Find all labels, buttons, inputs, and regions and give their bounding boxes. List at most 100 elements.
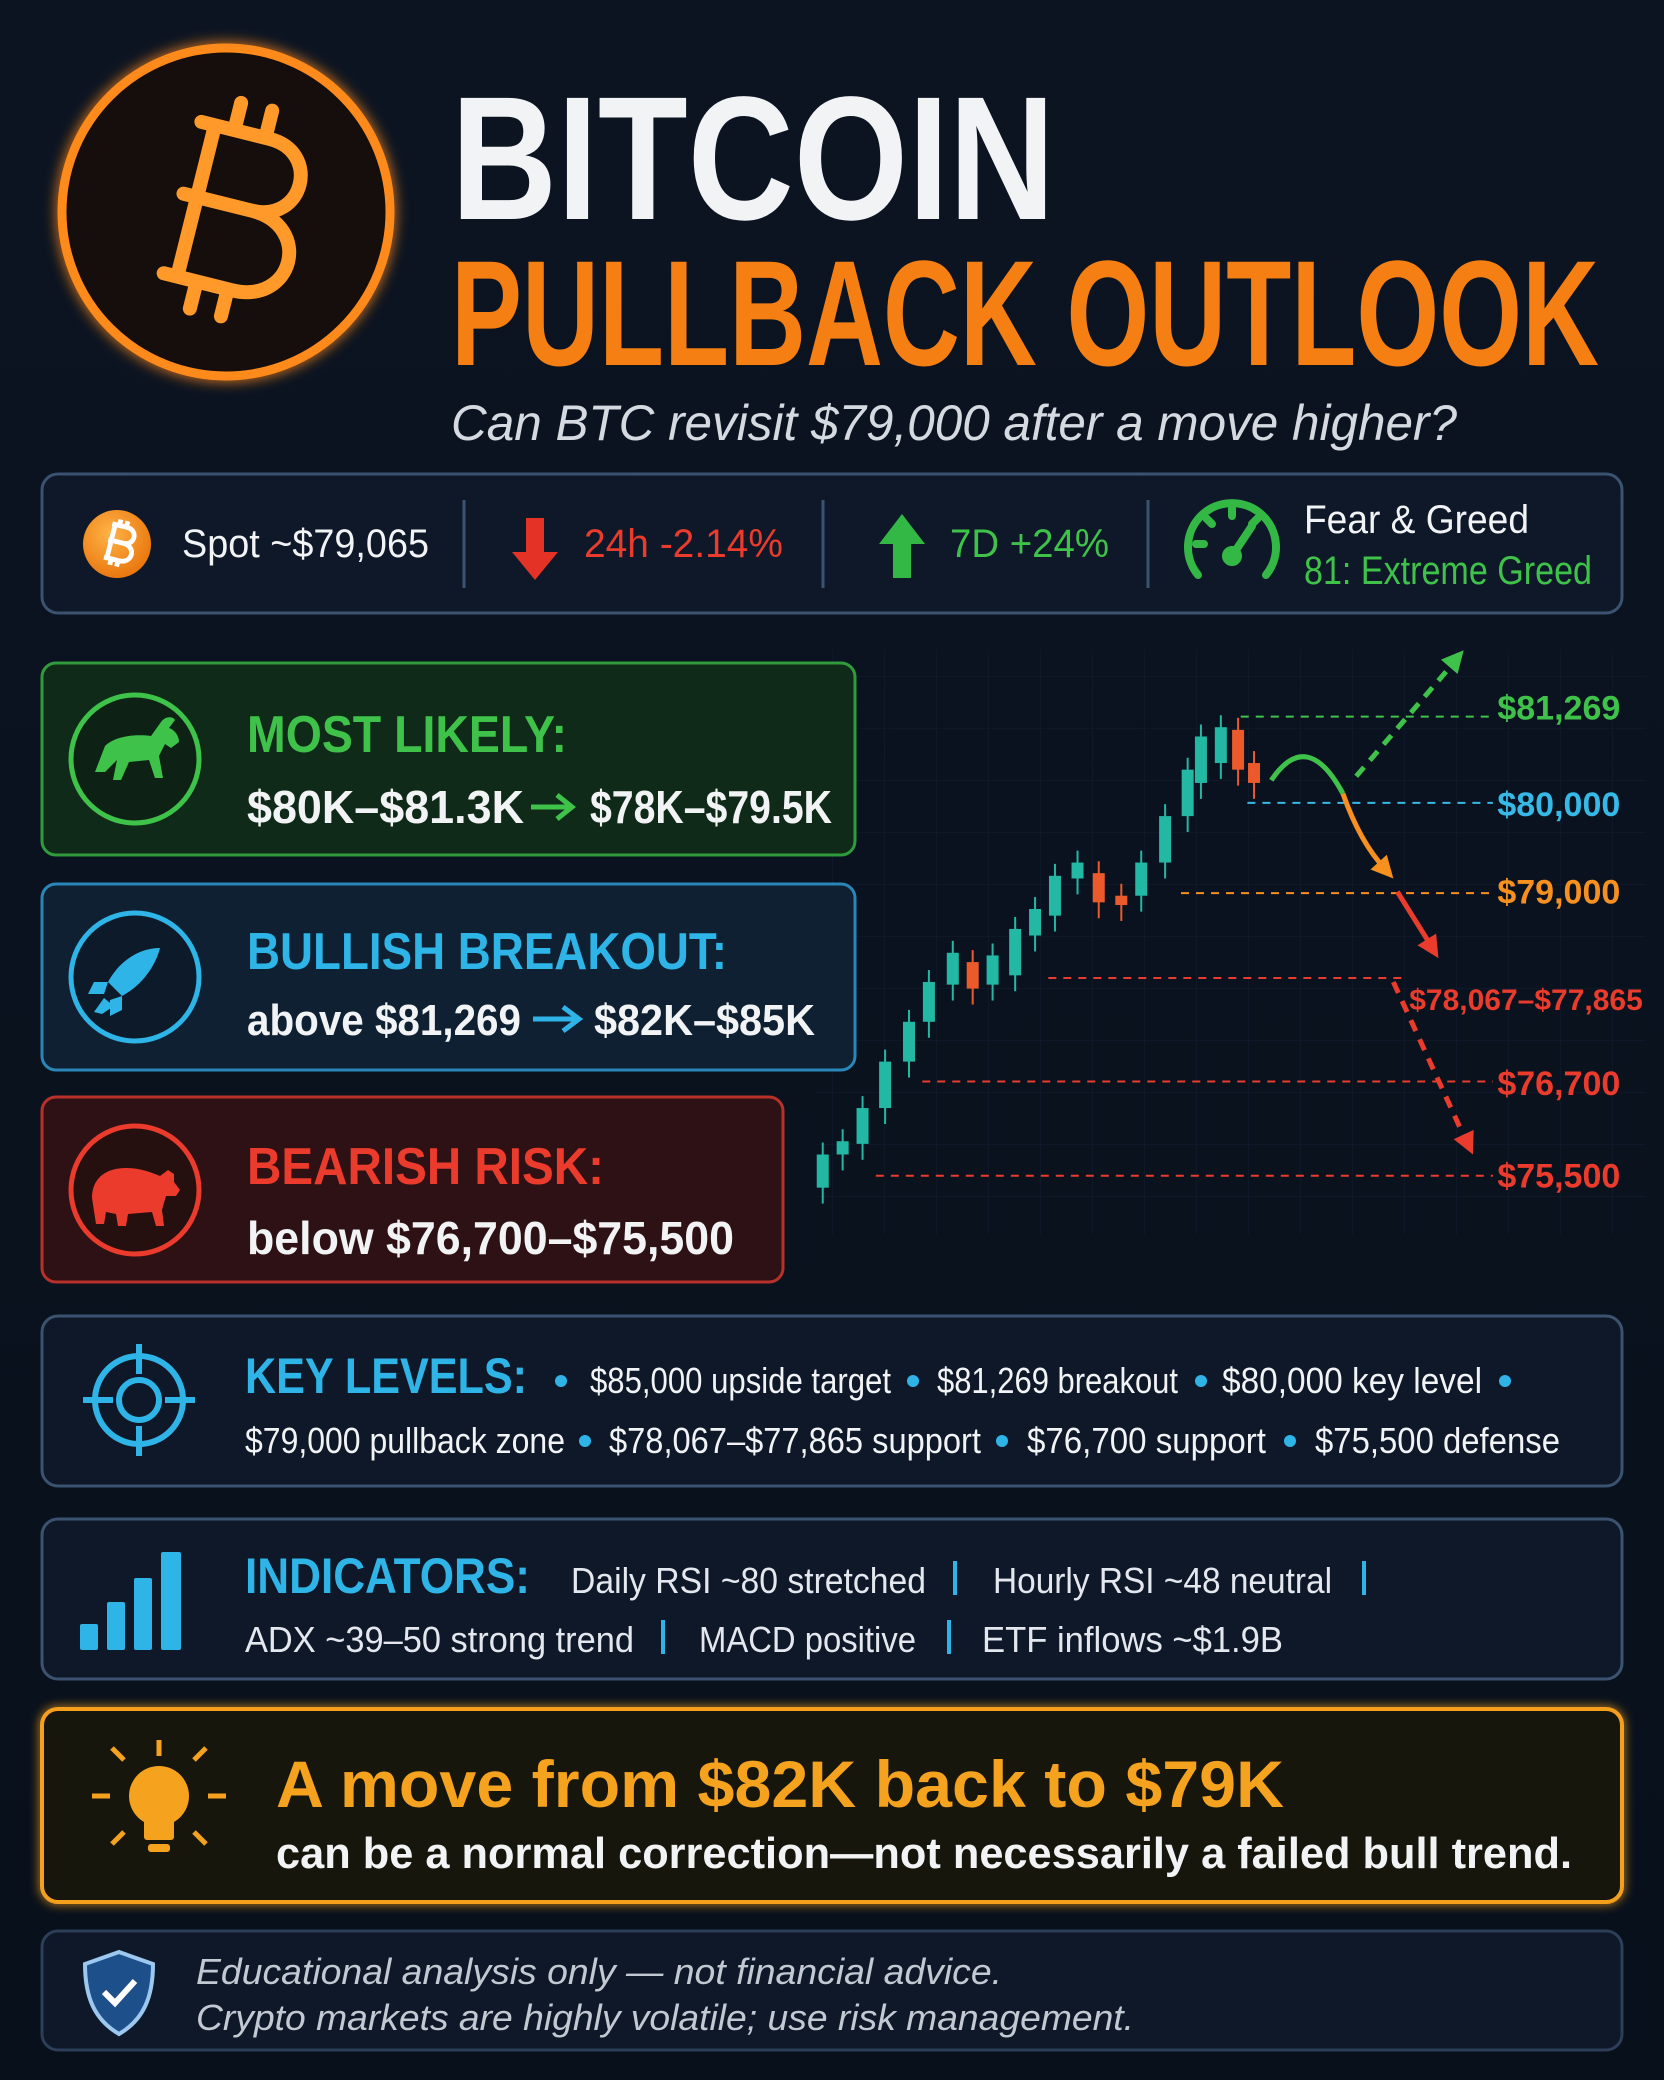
arrow-head [1370,854,1394,879]
indicator: Daily RSI ~80 stretched [571,1560,926,1601]
up-arrow [879,514,925,578]
scenario-path [1354,661,1455,778]
target-icon [83,1344,195,1456]
candle-body [902,1021,915,1062]
title-line-1: BITCOIN [451,61,1055,257]
key-levels-title: KEY LEVELS: [245,1348,527,1404]
shield-icon [82,1949,156,2037]
indicator: Hourly RSI ~48 neutral [993,1560,1332,1601]
candle-body [986,955,999,985]
candle-body [1009,928,1022,976]
rocket-icon [88,948,160,1016]
disclaimer-line: Educational analysis only — not financia… [196,1951,1002,1992]
key-level: $85,000 upside target [590,1360,891,1401]
indicator: MACD positive [699,1619,916,1660]
callout-card [40,1707,1624,1904]
scenario-path [1395,890,1433,947]
scenario-arrow [533,1005,584,1033]
scenario-from: above $81,269 [247,996,521,1045]
arrow-head [1440,650,1464,675]
price-chart: $81,269 $80,000 $79,000 $78,067–$77,865 $76,… [816,650,1643,1204]
arrow-head [1417,933,1439,959]
indicator: ADX ~39–50 strong trend [245,1619,634,1660]
key-level: $80,000 key level [1222,1360,1482,1401]
bitcoin-logo [57,43,395,381]
level-label: $78,067–$77,865 [1409,984,1643,1017]
candle-body [1214,727,1227,764]
scenario-to: $82K–$85K [594,996,815,1045]
candle-body [836,1141,849,1155]
candle-body [856,1108,869,1144]
candle-body [1071,862,1084,879]
key-level: $76,700 support [1027,1420,1266,1461]
bull-icon [95,717,179,780]
bullet [1284,1435,1296,1447]
candle-body [879,1061,892,1109]
bullet [996,1435,1008,1447]
spot-price: Spot ~$79,065 [182,522,429,566]
scenario-card [40,1095,785,1284]
chart-grid [816,650,1646,1234]
bullet [579,1435,591,1447]
down-arrow [512,518,558,580]
arrow-head [1453,1129,1474,1155]
level-label: $75,500 [1497,1158,1620,1196]
candle-body [1248,763,1261,783]
subtitle: Can BTC revisit $79,000 after a move hig… [451,395,1457,451]
scenario-title: MOST LIKELY: [247,706,567,764]
bulb-icon [92,1740,226,1852]
bear-icon [92,1168,180,1226]
level-label: $76,700 [1497,1065,1620,1103]
scenario-path [1391,980,1468,1140]
scenario-to: $78K–$79.5K [590,781,832,833]
disclaimer-line: Crypto markets are highly volatile; use … [196,1997,1134,2038]
bullet [907,1375,919,1387]
bullet [1499,1375,1511,1387]
fear-greed-value: 81: Extreme Greed [1304,549,1592,593]
key-level: $75,500 defense [1315,1420,1560,1461]
indicators-card [40,1517,1624,1681]
indicator: ETF inflows ~$1.9B [982,1619,1283,1660]
scenario-text: below $76,700–$75,500 [247,1212,734,1264]
level-label: $81,269 [1497,689,1620,727]
key-level: $78,067–$77,865 support [609,1420,981,1461]
scenario-title: BEARISH RISK: [247,1138,604,1196]
key-level: $79,000 pullback zone [245,1420,565,1461]
change-7d: 7D +24% [950,522,1109,566]
bars-icon [80,1552,181,1650]
scenario-from: $80K–$81.3K [247,781,524,833]
candle-body [1115,895,1128,906]
candle-body [1181,769,1194,817]
change-24h: 24h -2.14% [584,522,783,566]
scenario-title: BULLISH BREAKOUT: [247,923,727,981]
candle-body [922,981,935,1022]
scenario-arrow [531,793,577,821]
indicators-title: INDICATORS: [245,1548,530,1604]
level-label: $79,000 [1497,874,1620,912]
candle-body [1135,862,1148,896]
candle-body [1159,816,1172,863]
scenario-path [1269,754,1346,795]
coin-icon [83,510,151,578]
candle-body [1029,908,1042,936]
key-level: $81,269 breakout [937,1360,1178,1401]
callout-text: can be a normal correction—not necessari… [276,1829,1572,1878]
disclaimer-card [40,1929,1624,2052]
candle-body [1048,875,1061,916]
candle-body [1194,736,1207,783]
key-levels-card [40,1314,1624,1488]
scenario-card [40,882,857,1072]
candle-body [816,1154,829,1188]
title-line-2: PULLBACK OUTLOOK [451,229,1599,397]
stats-bar [40,472,1624,615]
bullet [555,1375,567,1387]
level-label: $80,000 [1497,786,1620,824]
candle-body [946,952,959,985]
candle-body [966,962,979,989]
scenario-card [40,661,857,857]
bullet [1195,1375,1207,1387]
gauge-icon [1184,499,1280,579]
callout-headline: A move from $82K back to $79K [276,1747,1284,1821]
candle-body [1092,873,1105,903]
